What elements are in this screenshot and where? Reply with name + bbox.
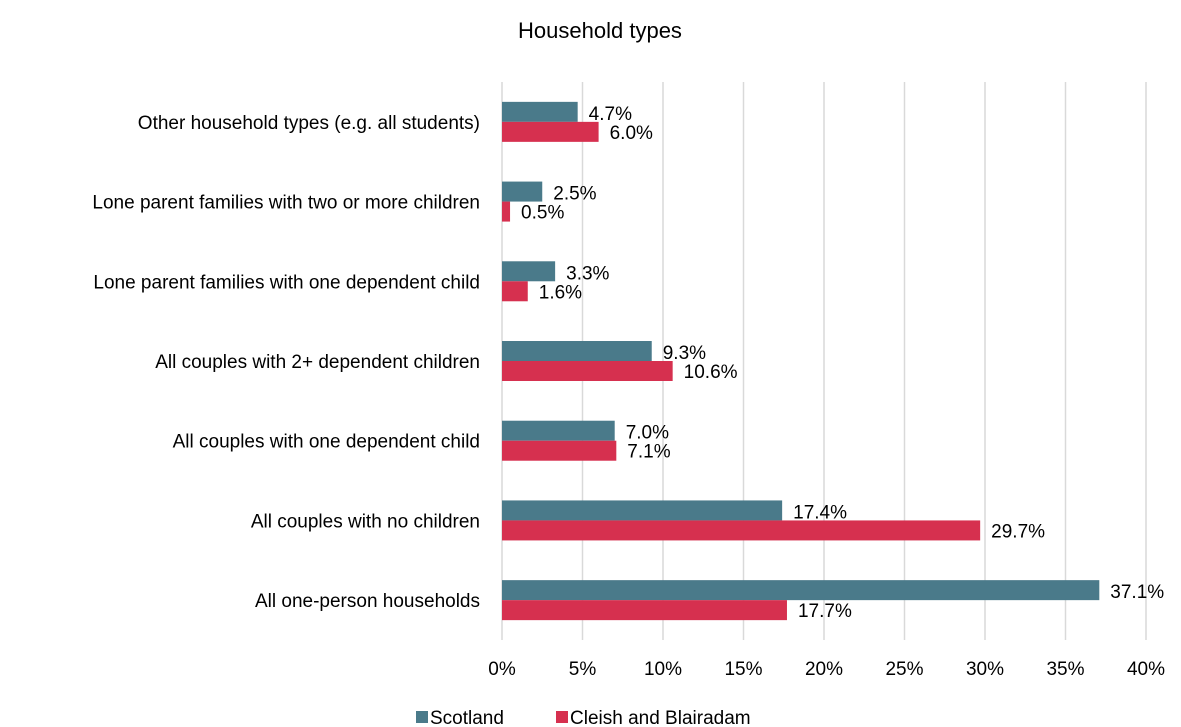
- x-tick-label: 0%: [488, 659, 516, 680]
- data-label: 7.1%: [627, 442, 670, 463]
- category-label: All couples with 2+ dependent children: [155, 352, 480, 373]
- category-labels: Other household types (e.g. all students…: [92, 113, 480, 612]
- x-tick-label: 40%: [1127, 659, 1165, 680]
- data-label: 9.3%: [663, 343, 706, 364]
- data-label: 3.3%: [566, 263, 609, 284]
- bar-scotland: [502, 181, 543, 202]
- data-label: 4.7%: [589, 104, 632, 125]
- bar-cleish-and-blairadam: [502, 121, 599, 142]
- x-tick-label: 25%: [885, 659, 923, 680]
- chart-title: Household types: [518, 18, 682, 43]
- bar-scotland: [502, 580, 1100, 601]
- x-tick-label: 30%: [966, 659, 1004, 680]
- bars: [502, 101, 1100, 621]
- category-label: Lone parent families with two or more ch…: [92, 193, 480, 214]
- category-label: All couples with one dependent child: [173, 432, 480, 453]
- data-labels: 4.7%6.0% 2.5%0.5% 3.3%1.6% 9.3%10.6% 7.0%7.1…: [521, 104, 1164, 622]
- data-label: 17.7%: [798, 601, 852, 622]
- legend-swatch: [556, 711, 568, 723]
- bar-cleish-and-blairadam: [502, 201, 511, 222]
- data-label: 0.5%: [521, 203, 564, 224]
- x-axis-tick-labels: 0% 5% 10% 15% 20% 25% 30% 35% 40%: [488, 659, 1165, 680]
- bar-cleish-and-blairadam: [502, 440, 617, 461]
- data-label: 17.4%: [793, 502, 847, 523]
- data-label: 2.5%: [553, 184, 596, 205]
- x-tick-label: 20%: [805, 659, 843, 680]
- data-label: 29.7%: [991, 521, 1045, 542]
- x-tick-label: 35%: [1046, 659, 1084, 680]
- bar-cleish-and-blairadam: [502, 520, 981, 541]
- bar-scotland: [502, 500, 783, 521]
- x-tick-label: 15%: [724, 659, 762, 680]
- x-tick-label: 5%: [569, 659, 597, 680]
- category-label: All couples with no children: [251, 511, 480, 532]
- legend-label: Cleish and Blairadam: [570, 708, 751, 727]
- bar-scotland: [502, 261, 556, 282]
- legend: Scotland Cleish and Blairadam: [416, 708, 751, 727]
- data-label: 6.0%: [610, 123, 653, 144]
- data-label: 37.1%: [1110, 582, 1164, 603]
- category-label: All one-person households: [255, 591, 480, 612]
- data-label: 7.0%: [626, 423, 669, 444]
- bar-scotland: [502, 101, 578, 122]
- x-tick-label: 10%: [644, 659, 682, 680]
- bar-scotland: [502, 341, 652, 361]
- category-label: Lone parent families with one dependent …: [93, 272, 480, 293]
- data-label: 10.6%: [684, 362, 738, 383]
- legend-label: Scotland: [430, 708, 504, 727]
- data-label: 1.6%: [539, 282, 582, 303]
- gridlines: [501, 82, 1147, 640]
- bar-cleish-and-blairadam: [502, 281, 528, 302]
- category-label: Other household types (e.g. all students…: [138, 113, 480, 134]
- bar-cleish-and-blairadam: [502, 361, 673, 381]
- bar-scotland: [502, 420, 615, 441]
- legend-swatch: [416, 711, 428, 723]
- bar-cleish-and-blairadam: [502, 600, 787, 621]
